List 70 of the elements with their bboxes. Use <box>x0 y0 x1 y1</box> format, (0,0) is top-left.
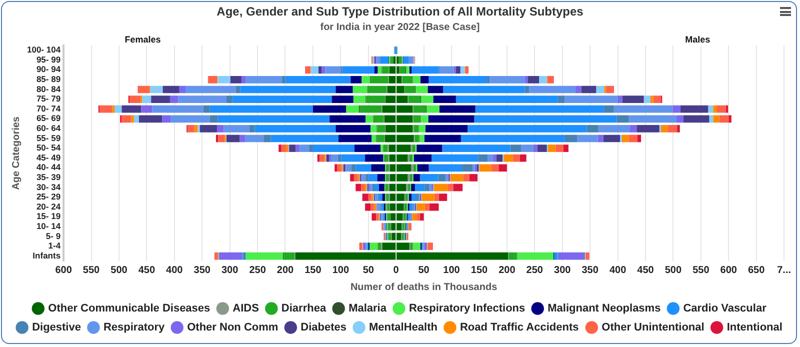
x-tick-label: 300 <box>221 264 239 276</box>
legend-label: Other Non Comm <box>187 322 278 334</box>
y-tick-label: 55- 59 <box>36 132 61 143</box>
legend-label: Other Communicable Diseases <box>48 302 210 315</box>
legend-label: Diabetes <box>300 322 347 334</box>
x-tick-label: 100 <box>332 264 350 276</box>
chart-title: Age, Gender and Sub Type Distribution of All Mortality Subtypes <box>216 4 584 19</box>
x-tick-label: 250 <box>249 264 266 276</box>
x-tick-label: 500 <box>110 264 128 276</box>
legend-label: Road Traffic Accidents <box>460 322 579 334</box>
x-axis-title: Numer of deaths in Thousands <box>350 282 498 293</box>
y-tick-label: 70- 74 <box>36 103 61 114</box>
y-tick-label: 90- 94 <box>36 64 61 74</box>
x-tick-label: 650 <box>748 264 766 276</box>
legend-label: MentalHealth <box>369 322 438 334</box>
y-tick-label: Infants <box>32 250 61 260</box>
x-tick-label: 250 <box>526 264 544 276</box>
legend-label: Respiratory <box>103 322 166 334</box>
x-tick-label: 450 <box>637 264 654 276</box>
y-tick-label: 10- 14 <box>36 221 61 232</box>
x-tick-label: 500 <box>664 264 682 276</box>
text: Males <box>685 34 710 44</box>
legend-label: Intentional <box>726 322 782 334</box>
x-tick-label: 450 <box>138 264 156 276</box>
y-tick-label: 40- 44 <box>36 162 61 172</box>
legend-label: Other Unintentional <box>602 322 704 334</box>
x-tick-label: 550 <box>692 264 710 276</box>
x-tick-label: 550 <box>82 264 100 276</box>
y-tick-label: 30- 34 <box>36 182 61 192</box>
y-tick-label: 15- 19 <box>36 211 61 222</box>
y-tick-label: 100- 104 <box>26 44 61 55</box>
x-tick-label: 7... <box>777 264 792 276</box>
y-tick-label: 45- 49 <box>36 152 61 162</box>
y-tick-label: 50- 54 <box>36 142 61 153</box>
x-tick-label: 300 <box>554 264 572 276</box>
x-tick-label: 400 <box>166 264 184 276</box>
x-tick-label: 50 <box>362 264 374 276</box>
y-tick-label: 80- 84 <box>36 84 61 94</box>
x-tick-label: 600 <box>720 264 738 276</box>
x-tick-label: 0 <box>393 264 400 276</box>
y-tick-label: 35- 39 <box>36 172 61 182</box>
x-tick-label: 150 <box>304 264 322 276</box>
x-tick-label: 200 <box>276 264 294 276</box>
y-tick-label: 1-4 <box>48 240 61 251</box>
y-tick-label: 25- 29 <box>36 192 61 202</box>
legend-label: AIDS <box>232 302 259 315</box>
y-axis-title: Age Categories <box>10 116 22 190</box>
x-tick-label: 150 <box>470 264 488 276</box>
y-tick-label: 60- 64 <box>36 123 61 134</box>
y-tick-label: 5- 9 <box>46 230 61 241</box>
x-tick-label: 600 <box>55 264 72 276</box>
y-tick-label: 85- 89 <box>36 74 61 84</box>
legend-label: Respiratory Infections <box>408 302 526 315</box>
y-tick-label: 75- 79 <box>36 94 61 104</box>
x-tick-label: 350 <box>194 264 211 276</box>
legend-label: Malaria <box>348 302 388 315</box>
y-tick-label: 65- 69 <box>36 113 61 124</box>
legend-label: Digestive <box>32 322 81 334</box>
x-tick-label: 200 <box>498 264 516 276</box>
x-tick-label: 350 <box>582 264 599 276</box>
legend-label: Diarrhea <box>281 302 327 315</box>
y-tick-label: 95- 99 <box>36 54 61 64</box>
legend-label: Cardio Vascular <box>683 302 768 315</box>
x-tick-label: 50 <box>418 264 430 276</box>
legend-label: Malignant Neoplasms <box>548 302 661 315</box>
text: Females <box>124 34 161 44</box>
chart-subtitle: for India in year 2022 [Base Case] <box>320 22 480 34</box>
x-tick-label: 400 <box>609 264 627 276</box>
x-tick-label: 100 <box>443 264 460 276</box>
y-tick-label: 20- 24 <box>36 201 61 212</box>
